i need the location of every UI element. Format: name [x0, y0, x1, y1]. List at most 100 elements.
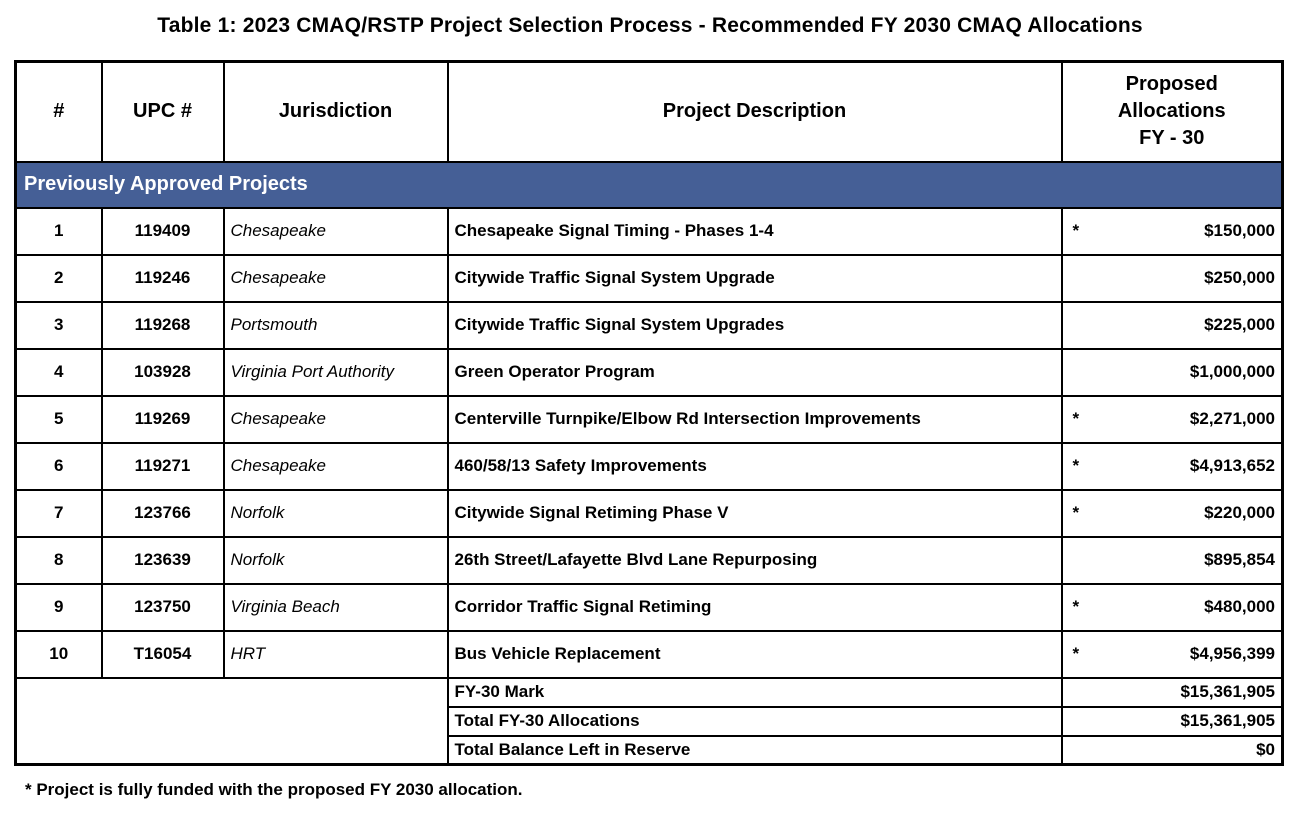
cell-allocation: * $480,000 — [1060, 582, 1284, 632]
summary-value: $0 — [1060, 734, 1284, 766]
cell-upc: 123750 — [100, 582, 225, 632]
cell-allocation: $1,000,000 — [1060, 347, 1284, 397]
cell-upc: 119271 — [100, 441, 225, 491]
cell-num: 9 — [14, 582, 103, 632]
allocation-amount: $150,000 — [1204, 221, 1275, 240]
col-header-allocations-line3: FY - 30 — [1139, 127, 1205, 150]
cell-allocation: $250,000 — [1060, 253, 1284, 303]
summary-row: Total FY-30 Allocations $15,361,905 — [16, 705, 1284, 737]
table-row: 4 103928 Virginia Port Authority Green O… — [14, 347, 1284, 397]
summary-value: $15,361,905 — [1060, 676, 1284, 708]
table-row: 7 123766 Norfolk Citywide Signal Retimin… — [14, 488, 1284, 538]
cell-jurisdiction: HRT — [222, 629, 449, 679]
allocation-amount: $895,854 — [1204, 550, 1275, 569]
cell-description: Centerville Turnpike/Elbow Rd Intersecti… — [446, 394, 1063, 444]
cell-num: 2 — [14, 253, 103, 303]
fully-funded-asterisk: * — [1072, 644, 1080, 663]
fully-funded-asterisk: * — [1072, 597, 1080, 616]
cell-jurisdiction: Virginia Beach — [222, 582, 449, 632]
summary-blank-cell — [14, 676, 449, 766]
allocation-amount: $4,913,652 — [1189, 456, 1275, 475]
col-header-allocations: Proposed Allocations FY - 30 — [1060, 60, 1284, 163]
cell-jurisdiction: Portsmouth — [222, 300, 449, 350]
cell-num: 4 — [14, 347, 103, 397]
cell-allocation: * $150,000 — [1060, 206, 1284, 256]
allocation-amount: $250,000 — [1204, 268, 1275, 287]
cell-num: 8 — [14, 535, 103, 585]
summary-value: $15,361,905 — [1060, 705, 1284, 737]
footnote: * Project is fully funded with the propo… — [25, 780, 523, 799]
cell-jurisdiction: Virginia Port Authority — [222, 347, 449, 397]
cell-num: 5 — [14, 394, 103, 444]
cell-upc: 123766 — [100, 488, 225, 538]
cell-num: 6 — [14, 441, 103, 491]
cell-allocation: * $2,271,000 — [1060, 394, 1284, 444]
cell-jurisdiction: Chesapeake — [222, 206, 449, 256]
allocation-amount: $4,956,399 — [1189, 644, 1275, 663]
cell-upc: 123639 — [100, 535, 225, 585]
cell-upc: T16054 — [100, 629, 225, 679]
allocation-amount: $480,000 — [1204, 597, 1275, 616]
col-header-upc: UPC # — [100, 60, 225, 163]
allocation-amount: $220,000 — [1204, 503, 1275, 522]
allocation-amount: $1,000,000 — [1189, 362, 1275, 381]
table-row: 5 119269 Chesapeake Centerville Turnpike… — [14, 394, 1284, 444]
col-header-description: Project Description — [446, 60, 1063, 163]
cell-jurisdiction: Chesapeake — [222, 441, 449, 491]
summary-label: Total Balance Left in Reserve — [446, 734, 1063, 766]
summary-label: FY-30 Mark — [446, 676, 1063, 708]
cell-num: 3 — [14, 300, 103, 350]
cell-allocation: * $4,913,652 — [1060, 441, 1284, 491]
cell-description: Citywide Signal Retiming Phase V — [446, 488, 1063, 538]
cell-description: Chesapeake Signal Timing - Phases 1-4 — [446, 206, 1063, 256]
cell-description: Citywide Traffic Signal System Upgrade — [446, 253, 1063, 303]
col-header-allocations-line1: Proposed — [1125, 73, 1218, 96]
cell-allocation: * $4,956,399 — [1060, 629, 1284, 679]
table-row: 1 119409 Chesapeake Chesapeake Signal Ti… — [14, 206, 1284, 256]
fully-funded-asterisk: * — [1072, 409, 1080, 428]
cell-jurisdiction: Norfolk — [222, 535, 449, 585]
cell-num: 7 — [14, 488, 103, 538]
cell-jurisdiction: Chesapeake — [222, 394, 449, 444]
fully-funded-asterisk: * — [1072, 456, 1080, 475]
cell-upc: 103928 — [100, 347, 225, 397]
table-row: 6 119271 Chesapeake 460/58/13 Safety Imp… — [14, 441, 1284, 491]
cell-description: Bus Vehicle Replacement — [446, 629, 1063, 679]
cell-upc: 119409 — [100, 206, 225, 256]
table-row: 2 119246 Chesapeake Citywide Traffic Sig… — [14, 253, 1284, 303]
fully-funded-asterisk: * — [1072, 221, 1080, 240]
summary-row: Total Balance Left in Reserve $0 — [16, 734, 1284, 766]
section-header-label: Previously Approved Projects — [14, 160, 1284, 209]
col-header-num: # — [14, 60, 103, 163]
cell-description: Corridor Traffic Signal Retiming — [446, 582, 1063, 632]
allocation-amount: $2,271,000 — [1189, 409, 1275, 428]
cell-allocation: $895,854 — [1060, 535, 1284, 585]
cell-upc: 119268 — [100, 300, 225, 350]
document-title: Table 1: 2023 CMAQ/RSTP Project Selectio… — [157, 14, 1143, 37]
summary-row: FY-30 Mark $15,361,905 — [14, 676, 1284, 766]
allocation-amount: $225,000 — [1204, 315, 1275, 334]
cell-jurisdiction: Norfolk — [222, 488, 449, 538]
fully-funded-asterisk: * — [1072, 503, 1080, 522]
col-header-jurisdiction: Jurisdiction — [222, 60, 449, 163]
section-header-row: Previously Approved Projects — [14, 160, 1284, 209]
summary-label: Total FY-30 Allocations — [446, 705, 1063, 737]
cell-upc: 119269 — [100, 394, 225, 444]
cell-allocation: $225,000 — [1060, 300, 1284, 350]
cell-description: 26th Street/Lafayette Blvd Lane Repurpos… — [446, 535, 1063, 585]
cell-upc: 119246 — [100, 253, 225, 303]
table-row: 9 123750 Virginia Beach Corridor Traffic… — [14, 582, 1284, 632]
table-header-row: # UPC # Jurisdiction Project Description… — [14, 60, 1284, 163]
table-row: 3 119268 Portsmouth Citywide Traffic Sig… — [14, 300, 1284, 350]
cell-jurisdiction: Chesapeake — [222, 253, 449, 303]
allocations-table: # UPC # Jurisdiction Project Description… — [14, 60, 1284, 766]
cell-allocation: * $220,000 — [1060, 488, 1284, 538]
table-row: 10 T16054 HRT Bus Vehicle Replacement * … — [14, 629, 1284, 679]
cell-description: Citywide Traffic Signal System Upgrades — [446, 300, 1063, 350]
cell-num: 10 — [14, 629, 103, 679]
cell-num: 1 — [14, 206, 103, 256]
cell-description: Green Operator Program — [446, 347, 1063, 397]
cell-description: 460/58/13 Safety Improvements — [446, 441, 1063, 491]
col-header-allocations-line2: Allocations — [1117, 100, 1226, 123]
table-row: 8 123639 Norfolk 26th Street/Lafayette B… — [14, 535, 1284, 585]
